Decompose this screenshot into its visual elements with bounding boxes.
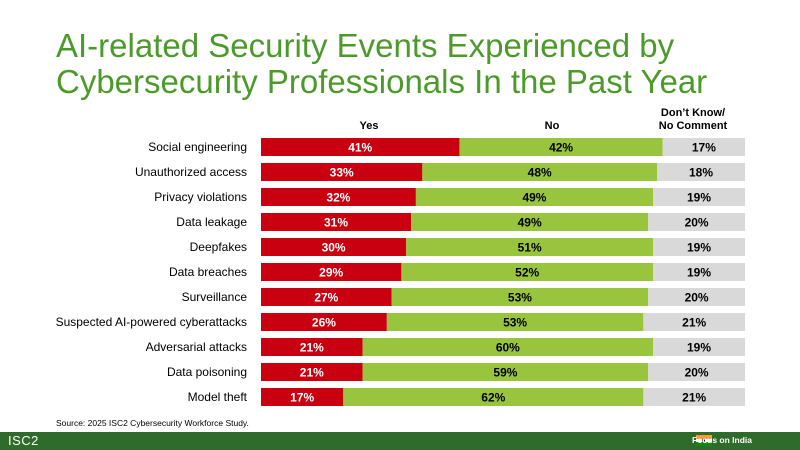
footer-bar: ISC2 Focus on India (0, 432, 800, 450)
legend-no: No (544, 120, 560, 132)
category-label: Data poisoning (167, 365, 247, 379)
data-label: 20% (685, 216, 709, 230)
bar-segment-dont-know (662, 138, 745, 156)
category-label: Model theft (188, 390, 248, 404)
bar-segment-dont-know (657, 163, 745, 181)
bar-segment-no (459, 138, 663, 156)
isc2-logo: ISC2 (8, 433, 39, 448)
data-label: 49% (518, 216, 542, 230)
data-label: 17% (290, 391, 314, 405)
bar-segment-yes (261, 213, 412, 231)
data-label: 21% (682, 316, 706, 330)
data-label: 21% (300, 341, 324, 355)
data-label: 26% (312, 316, 336, 330)
bar-segment-dont-know (653, 338, 745, 356)
bar-segment-dont-know (648, 213, 745, 231)
bar-segment-no (422, 163, 657, 181)
legend-yes: Yes (359, 120, 379, 132)
title-line-1: AI-related Security Events Experienced b… (56, 27, 675, 64)
data-label: 29% (319, 266, 343, 280)
bar-segment-dont-know (643, 313, 745, 331)
bar-segment-yes (261, 313, 387, 331)
bar-segment-yes (261, 388, 344, 406)
bar-segment-yes (261, 263, 402, 281)
data-label: 19% (687, 341, 711, 355)
bar-segment-yes (261, 163, 423, 181)
bar-segment-yes (261, 138, 460, 156)
source-note: Source: 2025 ISC2 Cybersecurity Workforc… (56, 418, 249, 428)
data-label: 53% (503, 316, 527, 330)
data-label: 53% (508, 291, 532, 305)
bar-segment-no (401, 263, 654, 281)
chart-title: AI-related Security Events Experienced b… (56, 28, 776, 100)
data-label: 52% (515, 266, 539, 280)
category-label: Suspected AI-powered cyberattacks (56, 315, 247, 329)
bar-segment-yes (261, 188, 416, 206)
data-label: 60% (496, 341, 520, 355)
bar-segment-no (386, 313, 644, 331)
bar-segment-yes (261, 338, 363, 356)
legend-dont-know: Don’t Know/ No Comment (648, 107, 738, 133)
bar-segment-no (362, 338, 654, 356)
bar-segment-yes (261, 238, 407, 256)
bar-segment-yes (261, 363, 363, 381)
category-label: Data breaches (169, 265, 247, 279)
bar-segment-no (391, 288, 649, 306)
data-label: 30% (322, 241, 346, 255)
data-label: 31% (324, 216, 348, 230)
focus-on-india-label: Focus on India (692, 435, 752, 445)
bar-segment-no (362, 363, 649, 381)
data-label: 27% (314, 291, 338, 305)
data-label: 42% (549, 141, 573, 155)
title-line-2: Cybersecurity Professionals In the Past … (56, 63, 708, 100)
legend-dont-know-line-1: Don’t Know/ (660, 107, 726, 119)
data-label: 18% (689, 166, 713, 180)
bar-segment-no (343, 388, 644, 406)
data-label: 19% (687, 241, 711, 255)
data-label: 19% (687, 191, 711, 205)
category-label: Deepfakes (190, 240, 247, 254)
data-label: 33% (330, 166, 354, 180)
bar-segment-no (415, 188, 654, 206)
bar-segment-dont-know (648, 363, 745, 381)
data-label: 21% (682, 391, 706, 405)
bar-segment-yes (261, 288, 392, 306)
category-label: Data leakage (176, 215, 247, 229)
data-label: 48% (528, 166, 552, 180)
india-flag-icon (696, 435, 712, 446)
category-label: Privacy violations (154, 190, 247, 204)
data-label: 20% (685, 366, 709, 380)
data-label: 59% (493, 366, 517, 380)
data-label: 19% (687, 266, 711, 280)
bar-segment-dont-know (648, 288, 745, 306)
bar-segment-dont-know (643, 388, 745, 406)
bar-segment-dont-know (653, 188, 745, 206)
data-label: 17% (692, 141, 716, 155)
category-label: Adversarial attacks (146, 340, 247, 354)
data-label: 62% (481, 391, 505, 405)
bar-segment-no (406, 238, 654, 256)
data-label: 20% (685, 291, 709, 305)
data-label: 41% (348, 141, 372, 155)
data-label: 49% (522, 191, 546, 205)
bar-segment-no (411, 213, 649, 231)
bar-segment-dont-know (653, 263, 745, 281)
category-label: Social engineering (148, 140, 247, 154)
category-label: Surveillance (182, 290, 248, 304)
data-label: 32% (326, 191, 350, 205)
bar-segment-dont-know (653, 238, 745, 256)
data-label: 51% (518, 241, 542, 255)
legend-dont-know-line-2: No Comment (658, 120, 728, 132)
data-label: 21% (300, 366, 324, 380)
category-label: Unauthorized access (135, 165, 247, 179)
